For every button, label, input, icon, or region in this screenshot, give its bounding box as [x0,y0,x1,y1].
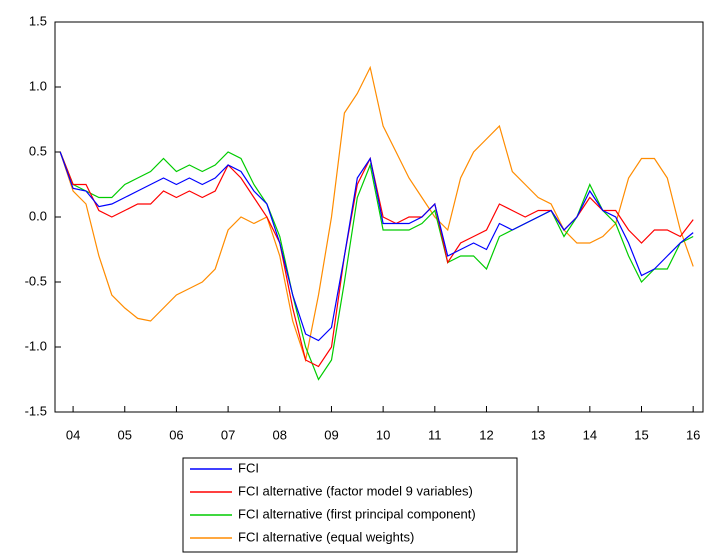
series-line [59,151,694,381]
legend-box [182,457,518,553]
series-line [59,151,694,368]
legend-label: FCI [238,460,259,475]
x-tick-label: 12 [479,427,493,442]
y-tick-label: -1.5 [25,403,47,418]
y-tick-label: 0.0 [29,208,47,223]
plot-frame [54,21,704,413]
x-tick-label: 09 [324,427,338,442]
legend-label: FCI alternative (equal weights) [238,529,414,544]
y-tick-label: 1.0 [29,78,47,93]
y-tick-label: 0.5 [29,143,47,158]
x-tick-label: 07 [221,427,235,442]
y-tick-label: -1.0 [25,338,47,353]
y-tick-label: -0.5 [25,273,47,288]
legend-label: FCI alternative (first principal compone… [238,506,476,521]
series-line [59,151,694,342]
x-tick-label: 10 [376,427,390,442]
x-tick-label: 06 [169,427,183,442]
x-tick-label: 14 [583,427,597,442]
x-tick-label: 08 [273,427,287,442]
x-tick-label: 11 [428,427,442,442]
x-tick-label: 16 [686,427,700,442]
x-tick-label: 13 [531,427,545,442]
series-line [59,65,694,363]
x-tick-label: 15 [634,427,648,442]
x-tick-label: 05 [118,427,132,442]
legend-label: FCI alternative (factor model 9 variable… [238,483,473,498]
x-tick-label: 04 [66,427,80,442]
y-tick-label: 1.5 [29,13,47,28]
